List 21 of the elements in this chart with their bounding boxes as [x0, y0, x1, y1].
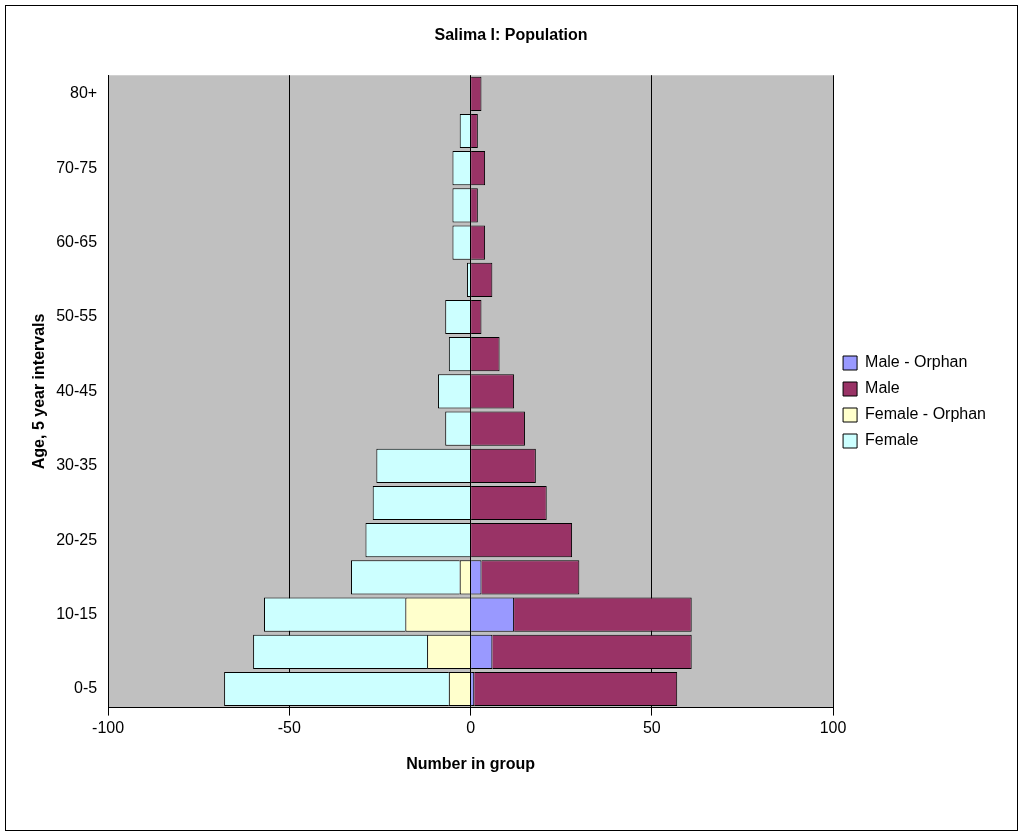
x-axis-title: Number in group [406, 754, 536, 772]
y-tick-label: 20-25 [56, 530, 98, 548]
y-tick-label: 60-65 [56, 233, 98, 251]
y-axis-title: Age, 5 year intervals [30, 313, 48, 470]
y-tick-label: 50-55 [56, 307, 98, 325]
y-tick-label: 10-15 [56, 605, 98, 623]
y-tick-label: 30-35 [56, 456, 98, 474]
x-tick-label: 0 [466, 718, 476, 736]
y-tick-label: 70-75 [56, 158, 98, 176]
chart-title: Salima I: Population [434, 26, 588, 44]
y-tick-label: 80+ [69, 84, 98, 102]
x-tick-label: 50 [642, 718, 661, 736]
y-tick-label: 0-5 [74, 679, 98, 697]
x-tick-label: -100 [92, 718, 125, 736]
legend-label: Male - Orphan [865, 353, 968, 371]
x-tick-label: 100 [819, 718, 847, 736]
legend-label: Male [865, 379, 900, 397]
legend-label: Female - Orphan [865, 405, 986, 423]
x-tick-label: -50 [277, 718, 302, 736]
y-tick-label: 40-45 [56, 381, 98, 399]
legend-label: Female [865, 431, 919, 449]
